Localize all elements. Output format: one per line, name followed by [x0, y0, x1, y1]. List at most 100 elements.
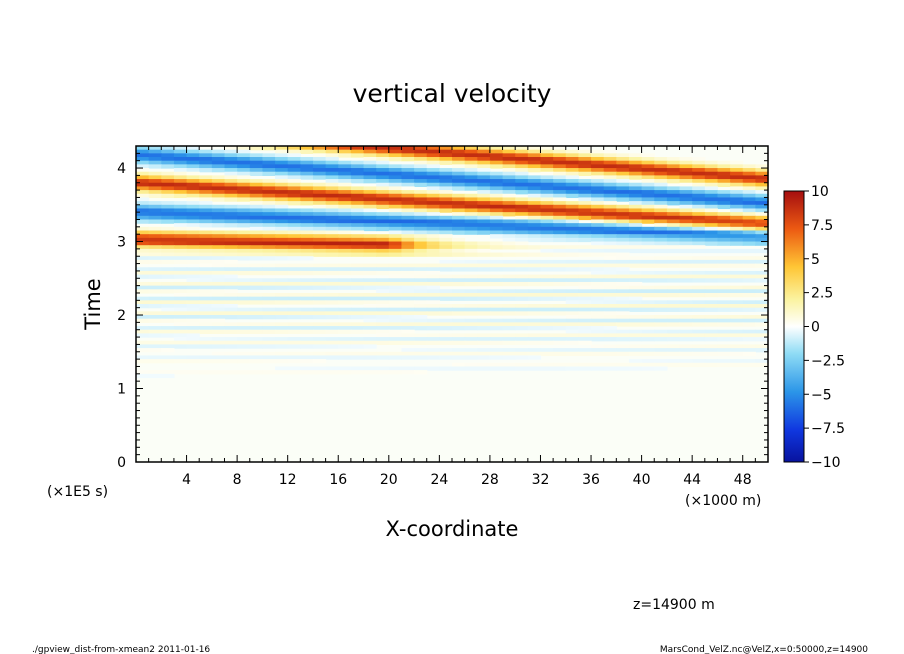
heatmap-cell	[376, 212, 390, 217]
heatmap-cell	[211, 212, 226, 217]
heatmap-cell	[666, 168, 681, 173]
heatmap-cell	[186, 153, 200, 158]
heatmap-cell	[502, 237, 516, 243]
heatmap-cell	[515, 234, 529, 239]
heatmap-cell	[603, 164, 617, 169]
heatmap-cell	[325, 370, 339, 375]
heatmap-cell	[148, 344, 162, 349]
heatmap-cell	[161, 245, 175, 250]
heatmap-cell	[287, 149, 301, 154]
heatmap-cell	[401, 270, 415, 276]
heatmap-cell	[211, 182, 226, 188]
heatmap-cell	[186, 259, 200, 265]
heatmap-cell	[578, 234, 592, 239]
heatmap-cell	[401, 263, 415, 268]
heatmap-cell	[717, 164, 731, 169]
heatmap-cell	[249, 171, 263, 176]
heatmap-cell	[350, 149, 365, 154]
heatmap-cell	[692, 270, 706, 276]
heatmap-cell	[540, 289, 554, 294]
heatmap-cell	[591, 252, 605, 257]
heatmap-cell	[515, 149, 529, 154]
heatmap-cell	[426, 322, 440, 327]
heatmap-cell	[679, 359, 693, 364]
heatmap-cell	[527, 355, 542, 360]
heatmap-cell	[515, 281, 529, 287]
heatmap-cell	[224, 234, 238, 239]
heatmap-cell	[350, 237, 365, 243]
heatmap-cell	[325, 248, 339, 254]
x-tick-label: 28	[481, 472, 499, 488]
heatmap-cell	[628, 248, 643, 254]
heatmap-cell	[199, 201, 213, 206]
heatmap-cell	[515, 362, 529, 368]
heatmap-cell	[275, 326, 289, 331]
heatmap-cell	[237, 355, 251, 360]
heatmap-cell	[679, 230, 693, 235]
heatmap-cell	[666, 193, 681, 199]
heatmap-cell	[414, 351, 428, 357]
heatmap-cell	[312, 175, 327, 180]
heatmap-cell	[275, 146, 289, 151]
heatmap-cell	[477, 226, 491, 232]
heatmap-cell	[603, 270, 617, 276]
heatmap-cell	[148, 234, 162, 239]
heatmap-cell	[641, 263, 655, 268]
heatmap-cell	[275, 230, 289, 235]
heatmap-cell	[350, 329, 365, 334]
heatmap-cell	[312, 370, 327, 375]
heatmap-cell	[211, 359, 226, 364]
heatmap-cell	[591, 157, 605, 162]
heatmap-cell	[186, 270, 200, 276]
heatmap-cell	[136, 315, 150, 320]
heatmap-cell	[755, 333, 769, 338]
heatmap-cell	[717, 351, 731, 357]
heatmap-cell	[502, 175, 516, 180]
heatmap-cell	[173, 149, 188, 154]
heatmap-cell	[237, 237, 251, 243]
heatmap-cell	[515, 201, 529, 206]
heatmap-cell	[527, 179, 542, 184]
heatmap-cell	[426, 208, 440, 213]
heatmap-cell	[628, 219, 643, 224]
heatmap-cell	[350, 344, 365, 349]
heatmap-cell	[704, 171, 719, 176]
heatmap-cell	[426, 270, 440, 276]
heatmap-cell	[591, 274, 605, 279]
heatmap-cell	[439, 223, 453, 228]
heatmap-cell	[363, 201, 377, 206]
x-tick-label: 20	[380, 472, 398, 488]
heatmap-cell	[186, 326, 200, 331]
heatmap-cell	[641, 182, 655, 188]
heatmap-cell	[376, 153, 390, 158]
heatmap-cell	[742, 186, 756, 191]
heatmap-cell	[262, 230, 276, 235]
heatmap-cell	[287, 366, 301, 371]
heatmap-cell	[565, 259, 579, 265]
heatmap-cell	[553, 245, 567, 250]
heatmap-cell	[755, 171, 769, 176]
heatmap-cell	[742, 263, 756, 268]
heatmap-cell	[388, 307, 403, 312]
heatmap-cell	[287, 278, 301, 283]
heatmap-cell	[603, 285, 617, 290]
heatmap-cell	[312, 234, 327, 239]
heatmap-cell	[426, 285, 440, 290]
heatmap-cell	[211, 164, 226, 169]
heatmap-cell	[199, 212, 213, 217]
heatmap-cell	[553, 160, 567, 165]
heatmap-cell	[224, 230, 238, 235]
heatmap-cell	[249, 201, 263, 206]
heatmap-cell	[666, 259, 681, 265]
heatmap-cell	[464, 175, 478, 180]
heatmap-cell	[464, 212, 478, 217]
heatmap-cell	[679, 289, 693, 294]
heatmap-cell	[603, 348, 617, 353]
heatmap-cell	[338, 370, 352, 375]
heatmap-cell	[388, 226, 403, 232]
x-tick-label: 36	[582, 472, 600, 488]
heatmap-cell	[414, 208, 428, 213]
heatmap-cell	[325, 355, 339, 360]
heatmap-cell	[388, 322, 403, 327]
